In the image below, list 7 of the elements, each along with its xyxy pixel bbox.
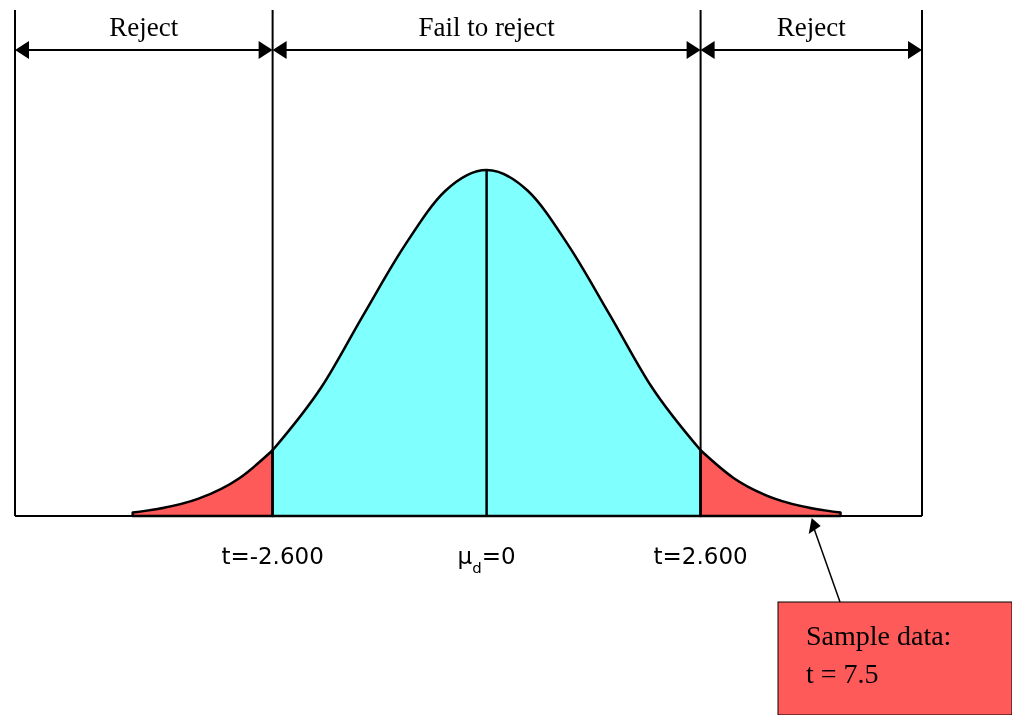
text: Sample data: t = 7.5 [806, 620, 952, 689]
x-tick-label: μ$_{d}$=0 [457, 543, 516, 577]
text: Reject [776, 12, 847, 42]
x-tick-label: t=-2.600 [221, 543, 324, 569]
text: Fail to reject [418, 12, 556, 42]
text: Reject [109, 12, 179, 42]
x-tick-label: t=2.600 [653, 543, 748, 569]
